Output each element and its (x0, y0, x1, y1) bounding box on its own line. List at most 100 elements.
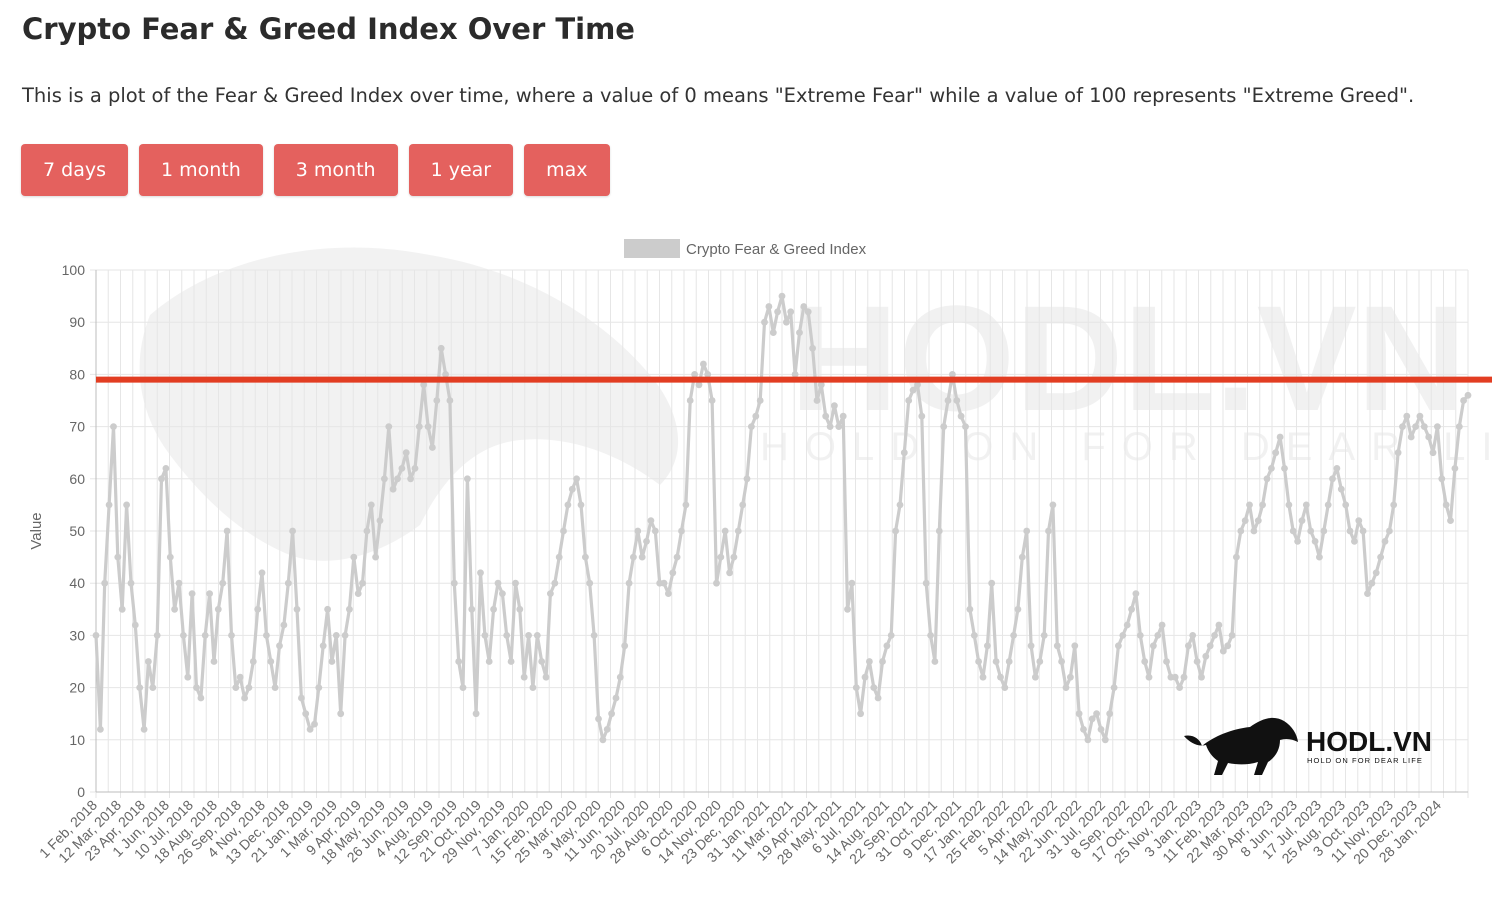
data-point[interactable] (542, 673, 550, 681)
data-point[interactable] (520, 673, 528, 681)
data-point[interactable] (101, 579, 109, 587)
data-point[interactable] (804, 308, 812, 316)
data-point[interactable] (228, 632, 235, 639)
data-point[interactable] (1272, 449, 1280, 457)
data-point[interactable] (337, 710, 345, 718)
data-point[interactable] (127, 579, 135, 587)
data-point[interactable] (372, 553, 379, 561)
data-point[interactable] (1150, 642, 1157, 650)
data-point[interactable] (153, 632, 161, 639)
data-point[interactable] (1276, 433, 1284, 441)
data-point[interactable] (1407, 433, 1415, 441)
data-point[interactable] (1071, 642, 1079, 650)
data-point[interactable] (271, 684, 279, 691)
data-point[interactable] (1189, 632, 1197, 639)
data-point[interactable] (1246, 501, 1253, 509)
data-point[interactable] (1010, 632, 1017, 639)
data-point[interactable] (835, 423, 843, 430)
data-point[interactable] (918, 412, 926, 420)
data-point[interactable] (1455, 423, 1463, 430)
data-point[interactable] (887, 632, 895, 639)
data-point[interactable] (131, 621, 139, 629)
data-point[interactable] (499, 590, 506, 597)
data-point[interactable] (1219, 647, 1227, 655)
data-point[interactable] (306, 726, 314, 733)
data-point[interactable] (188, 590, 196, 597)
data-point[interactable] (263, 632, 270, 639)
data-point[interactable] (1429, 449, 1437, 457)
data-point[interactable] (638, 553, 646, 561)
data-point[interactable] (311, 720, 318, 728)
data-point[interactable] (660, 579, 668, 587)
data-point[interactable] (385, 423, 393, 430)
data-point[interactable] (149, 684, 157, 691)
data-point[interactable] (341, 632, 349, 639)
data-point[interactable] (975, 658, 982, 665)
data-point[interactable] (953, 397, 961, 404)
data-point[interactable] (940, 423, 948, 430)
data-point[interactable] (992, 658, 1000, 665)
data-point[interactable] (1036, 658, 1044, 665)
data-point[interactable] (1451, 465, 1459, 472)
data-point[interactable] (1237, 527, 1245, 535)
data-point[interactable] (896, 501, 904, 509)
data-point[interactable] (1364, 590, 1371, 597)
data-point[interactable] (328, 658, 336, 665)
data-point[interactable] (302, 710, 310, 718)
data-point[interactable] (381, 475, 388, 483)
data-point[interactable] (787, 308, 795, 316)
data-point[interactable] (966, 605, 974, 613)
data-point[interactable] (783, 318, 790, 326)
data-point[interactable] (1101, 736, 1109, 744)
data-point[interactable] (1386, 527, 1393, 535)
data-point[interactable] (997, 673, 1004, 681)
data-point[interactable] (319, 642, 327, 650)
data-point[interactable] (630, 553, 637, 561)
data-point[interactable] (1298, 517, 1306, 524)
data-point[interactable] (599, 736, 607, 744)
data-point[interactable] (957, 412, 965, 420)
data-point[interactable] (949, 371, 956, 378)
data-point[interactable] (1158, 621, 1166, 629)
data-point[interactable] (284, 579, 292, 587)
data-point[interactable] (621, 642, 629, 650)
data-point[interactable] (1001, 684, 1009, 691)
data-point[interactable] (267, 658, 275, 665)
data-point[interactable] (822, 412, 830, 420)
data-point[interactable] (1381, 538, 1389, 545)
data-point[interactable] (367, 501, 375, 509)
data-point[interactable] (477, 569, 484, 577)
data-point[interactable] (774, 308, 781, 316)
data-point[interactable] (979, 673, 987, 681)
data-point[interactable] (1163, 658, 1170, 665)
data-point[interactable] (970, 632, 978, 639)
data-point[interactable] (608, 710, 615, 718)
data-point[interactable] (1368, 579, 1376, 587)
data-point[interactable] (555, 553, 563, 561)
data-point[interactable] (892, 527, 899, 535)
data-point[interactable] (870, 684, 878, 691)
data-point[interactable] (1425, 433, 1433, 441)
data-point[interactable] (1311, 538, 1319, 545)
data-point[interactable] (730, 553, 738, 561)
data-point[interactable] (643, 538, 650, 545)
data-point[interactable] (1263, 475, 1271, 483)
data-point[interactable] (1307, 527, 1315, 535)
data-point[interactable] (1119, 632, 1127, 639)
data-point[interactable] (433, 397, 441, 404)
data-point[interactable] (420, 381, 428, 389)
data-point[interactable] (332, 632, 340, 639)
range-button-1-month[interactable]: 1 month (138, 144, 263, 196)
data-point[interactable] (984, 642, 991, 650)
data-point[interactable] (1289, 527, 1297, 535)
data-point[interactable] (223, 527, 231, 535)
data-point[interactable] (354, 590, 362, 597)
data-point[interactable] (394, 475, 401, 483)
data-point[interactable] (826, 423, 834, 430)
data-point[interactable] (145, 658, 152, 665)
legend-label[interactable]: Crypto Fear & Greed Index (686, 241, 867, 258)
data-point[interactable] (415, 423, 423, 430)
data-point[interactable] (450, 579, 458, 587)
data-point[interactable] (512, 579, 519, 587)
data-point[interactable] (245, 684, 253, 691)
